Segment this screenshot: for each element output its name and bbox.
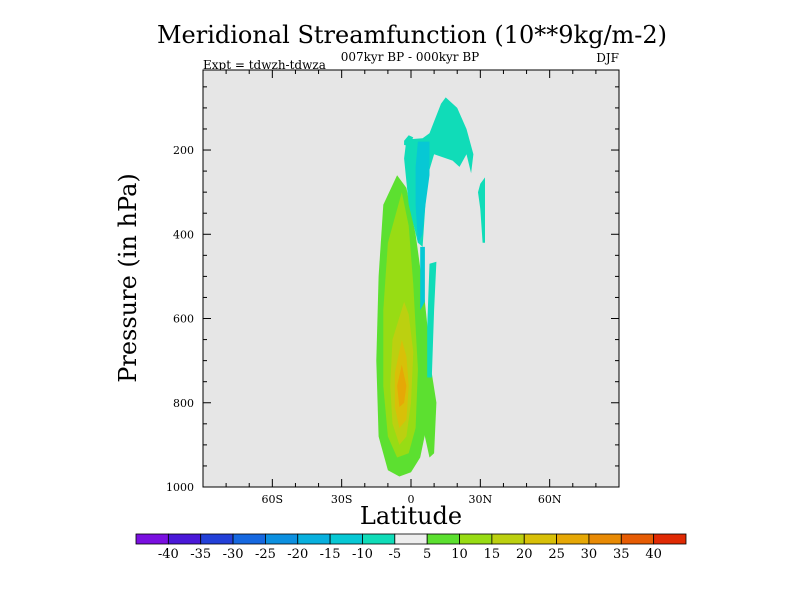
colorbar-swatch bbox=[394, 533, 428, 545]
colorbar-swatch bbox=[200, 533, 234, 545]
colorbar-label: -20 bbox=[287, 547, 308, 562]
colorbar-label: 35 bbox=[613, 547, 630, 562]
colorbar-label: -15 bbox=[320, 547, 341, 562]
x-tick-label: 30S bbox=[331, 493, 353, 506]
colorbar-label: 15 bbox=[484, 547, 501, 562]
y-tick-label: 1000 bbox=[166, 481, 194, 494]
colorbar-label: 30 bbox=[581, 547, 598, 562]
colorbar-swatch bbox=[329, 533, 363, 545]
colorbar-swatch bbox=[232, 533, 266, 545]
colorbar-label: -25 bbox=[255, 547, 276, 562]
colorbar-label: 40 bbox=[645, 547, 662, 562]
chart-subtitle: 007kyr BP - 000kyr BP bbox=[341, 50, 479, 64]
colorbar-swatch bbox=[588, 533, 622, 545]
contour-regions bbox=[376, 97, 485, 477]
x-tick-label: 30N bbox=[469, 493, 493, 506]
y-tick-label: 800 bbox=[173, 397, 194, 410]
colorbar-label: -10 bbox=[352, 547, 373, 562]
colorbar-swatch bbox=[167, 533, 202, 545]
colorbar-swatch bbox=[297, 533, 331, 545]
colorbar-label: 25 bbox=[548, 547, 565, 562]
colorbar-label: -30 bbox=[223, 547, 244, 562]
colorbar-swatch bbox=[459, 533, 493, 545]
contour-region-10 bbox=[415, 141, 430, 243]
y-tick-label: 200 bbox=[173, 144, 194, 157]
colorbar-label: 5 bbox=[423, 547, 431, 562]
colorbar-swatch bbox=[265, 533, 299, 545]
x-axis-title: Latitude bbox=[360, 502, 462, 530]
contour-region-9 bbox=[478, 177, 485, 243]
colorbar-label: 20 bbox=[516, 547, 533, 562]
axis-ticks: 60S 30S 0 30N 60N 200 400 600 800 1000 bbox=[166, 70, 619, 506]
colorbar-swatch bbox=[523, 533, 557, 545]
colorbar-swatch bbox=[362, 533, 396, 545]
colorbar-label: -5 bbox=[388, 547, 401, 562]
chart-title: Meridional Streamfunction (10**9kg/m-2) bbox=[157, 21, 667, 49]
x-tick-label: 60S bbox=[262, 493, 284, 506]
contour-region-8 bbox=[427, 261, 437, 378]
colorbar-swatch bbox=[135, 533, 169, 545]
colorbar-swatch bbox=[556, 533, 590, 545]
x-tick-label: 60N bbox=[538, 493, 562, 506]
colorbar-label: -35 bbox=[190, 547, 211, 562]
colorbar-swatch bbox=[426, 533, 460, 545]
experiment-label: Expt = tdwzh-tdwza bbox=[203, 58, 326, 72]
contour-region-1 bbox=[420, 373, 437, 458]
colorbar-label: 10 bbox=[451, 547, 468, 562]
colorbar-swatch bbox=[620, 533, 655, 545]
colorbar: -40 -35 -30 -25 -20 -15 -10 -5 5 10 15 20 25 30 35 40 bbox=[135, 533, 687, 562]
contour-region-7 bbox=[404, 135, 414, 146]
season-label: DJF bbox=[596, 51, 619, 65]
y-tick-label: 400 bbox=[173, 228, 194, 241]
contour-region-5 bbox=[397, 364, 407, 407]
y-tick-label: 600 bbox=[173, 313, 194, 326]
colorbar-label: -40 bbox=[158, 547, 179, 562]
y-axis-title: Pressure (in hPa) bbox=[114, 173, 142, 383]
x-tick-label: 0 bbox=[408, 493, 415, 506]
colorbar-swatch bbox=[491, 533, 525, 545]
contour-region-11 bbox=[420, 246, 425, 311]
colorbar-swatch bbox=[653, 533, 687, 545]
